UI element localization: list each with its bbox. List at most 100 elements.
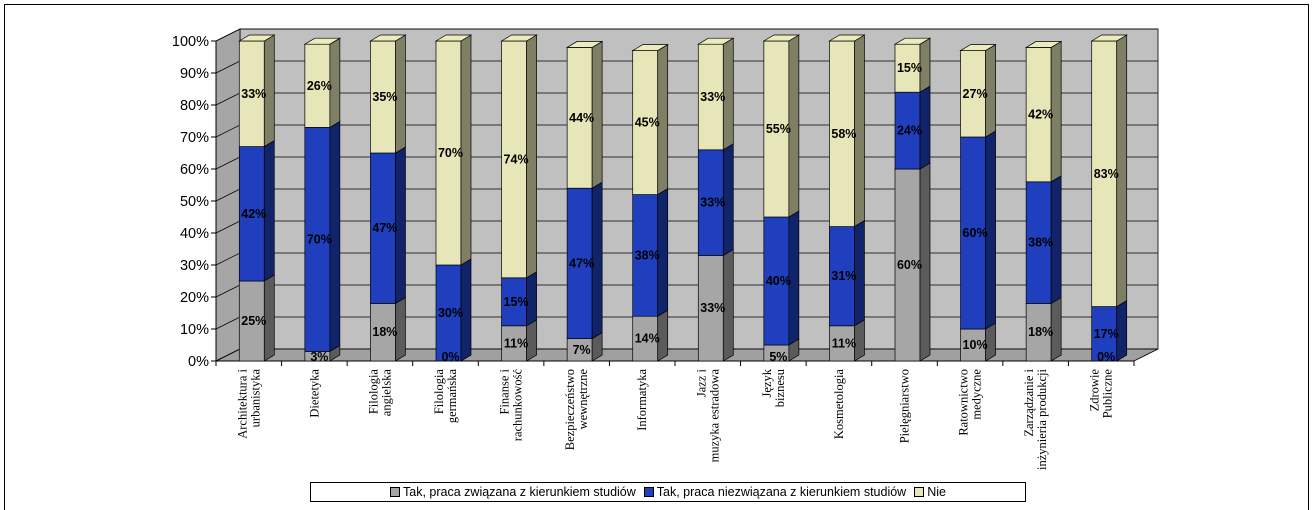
bar-segment-no bbox=[960, 50, 986, 138]
category-label: Informatyka bbox=[635, 369, 649, 431]
legend-label-related: Tak, praca związana z kierunkiem studiów bbox=[403, 485, 636, 499]
bar-segment-no bbox=[304, 43, 331, 128]
y-tick-label: 50% bbox=[180, 194, 209, 210]
bar-segment-no bbox=[370, 40, 396, 154]
category-label: Pielęgniarstwo bbox=[898, 369, 912, 443]
bar-segment-unrelated bbox=[435, 264, 462, 362]
category-label: medyczne bbox=[970, 369, 984, 420]
bar-segment-no bbox=[566, 47, 593, 189]
y-tick-label: 20% bbox=[180, 290, 209, 306]
bar-segment-unrelated bbox=[304, 127, 331, 352]
data-label: 55% bbox=[766, 122, 791, 136]
category-label: wewnętrzne bbox=[576, 369, 590, 430]
legend-swatch-no bbox=[914, 487, 925, 497]
y-tick-label: 90% bbox=[180, 66, 209, 82]
bar-segment-unrelated bbox=[894, 91, 921, 170]
data-label: 11% bbox=[504, 336, 528, 350]
bar-segment-related bbox=[960, 328, 986, 362]
y-tick-label: 30% bbox=[180, 258, 209, 274]
data-label: 38% bbox=[1028, 236, 1053, 250]
data-label: 30% bbox=[438, 306, 463, 320]
category-label: Filologia bbox=[432, 369, 446, 415]
category-label: urbanistyka bbox=[248, 369, 262, 428]
bar-segment-related bbox=[697, 255, 724, 362]
data-label: 38% bbox=[635, 248, 660, 262]
data-label: 33% bbox=[700, 90, 725, 104]
legend-label-no: Nie bbox=[927, 485, 946, 499]
bar-segment-unrelated bbox=[501, 277, 527, 327]
category-label: Filologia bbox=[366, 369, 380, 415]
y-tick-label: 100% bbox=[172, 34, 209, 50]
data-label: 60% bbox=[897, 258, 922, 272]
data-label: 15% bbox=[504, 295, 529, 309]
y-tick-label: 60% bbox=[180, 162, 209, 178]
bar-segment-no bbox=[763, 40, 790, 218]
data-label: 44% bbox=[569, 111, 594, 125]
bar-top bbox=[893, 37, 932, 45]
data-label: 83% bbox=[1094, 167, 1119, 181]
bar-top bbox=[828, 34, 866, 42]
bar-segment-no bbox=[435, 40, 462, 266]
data-label: 33% bbox=[700, 301, 725, 315]
category-label: Język bbox=[760, 368, 774, 397]
data-label: 25% bbox=[241, 314, 266, 328]
category-label: Architektura i bbox=[235, 368, 249, 438]
bar-segment-unrelated bbox=[632, 194, 659, 317]
bar-segment-unrelated bbox=[1091, 306, 1118, 362]
bar-segment-unrelated bbox=[566, 187, 593, 339]
y-tick-label: 0% bbox=[188, 354, 209, 370]
bar-segment-no bbox=[697, 43, 724, 151]
y-tick-label: 10% bbox=[180, 322, 209, 338]
bar-top bbox=[1024, 41, 1063, 48]
bar-top bbox=[1090, 34, 1128, 42]
data-label: 60% bbox=[963, 226, 988, 240]
data-label: 42% bbox=[241, 207, 266, 221]
data-label: 24% bbox=[897, 124, 922, 138]
category-label: rachunkowość bbox=[511, 369, 525, 442]
bar-segment-unrelated bbox=[1025, 181, 1052, 304]
category-label: Zdrowie bbox=[1088, 369, 1102, 412]
data-label: 35% bbox=[372, 90, 397, 104]
legend-item-unrelated: Tak, praca niezwiązana z kierunkiem stud… bbox=[643, 485, 907, 499]
bar-segment-related bbox=[1025, 303, 1052, 362]
bar-top bbox=[434, 34, 473, 42]
bar-segment-no bbox=[238, 40, 265, 147]
legend-label-unrelated: Tak, praca niezwiązana z kierunkiem stud… bbox=[656, 485, 907, 499]
category-label: biznesu bbox=[773, 368, 787, 407]
floor bbox=[215, 348, 1159, 362]
data-label: 45% bbox=[635, 116, 660, 130]
y-tick-label: 70% bbox=[180, 130, 209, 146]
bar-top bbox=[565, 41, 604, 48]
bar-top bbox=[697, 37, 735, 45]
bar-segment-related bbox=[370, 303, 396, 362]
data-label: 11% bbox=[832, 336, 856, 350]
data-label: 47% bbox=[372, 221, 397, 235]
category-label: Dietetyka bbox=[307, 369, 321, 418]
bar-segment-related bbox=[894, 168, 921, 362]
category-label: inżynieria produkcji bbox=[1035, 368, 1049, 470]
data-label: 18% bbox=[372, 325, 397, 339]
data-label: 26% bbox=[307, 79, 332, 93]
category-label: Bezpieczeństwo bbox=[563, 369, 577, 450]
data-label: 18% bbox=[1028, 325, 1053, 339]
data-label: 40% bbox=[766, 274, 791, 288]
legend-swatch-unrelated bbox=[643, 487, 654, 497]
data-label: 31% bbox=[831, 269, 856, 283]
data-label: 5% bbox=[769, 350, 787, 364]
data-label: 47% bbox=[569, 256, 594, 270]
data-label: 0% bbox=[441, 350, 459, 364]
bar-segment-no bbox=[1025, 47, 1052, 183]
bar-top bbox=[238, 34, 276, 42]
category-label: Kosmetologia bbox=[832, 369, 846, 440]
bar-segment-related bbox=[632, 315, 659, 362]
data-label: 14% bbox=[635, 332, 660, 346]
bar-segment-no bbox=[501, 40, 527, 279]
data-label: 10% bbox=[963, 338, 988, 352]
category-label: Publiczne bbox=[1101, 369, 1115, 419]
legend-swatch-related bbox=[390, 487, 401, 497]
bar-top bbox=[631, 44, 669, 51]
data-label: 17% bbox=[1094, 327, 1119, 341]
category-label: germańska bbox=[445, 369, 459, 424]
gridline bbox=[215, 28, 1158, 42]
data-label: 70% bbox=[438, 146, 463, 160]
